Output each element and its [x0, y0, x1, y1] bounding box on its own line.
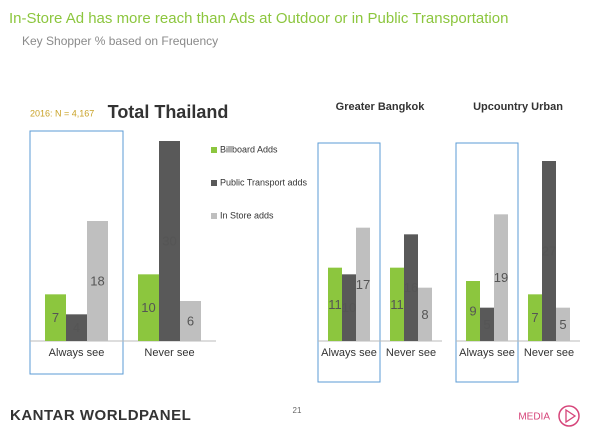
- data-label: 17: [356, 277, 370, 292]
- data-label: 19: [494, 270, 508, 285]
- bar: [356, 227, 370, 341]
- section-label: MEDIA: [518, 412, 550, 423]
- bar: [87, 221, 108, 341]
- highlight-box: [29, 130, 124, 375]
- data-label: 6: [187, 313, 194, 328]
- legend-swatch: [211, 147, 217, 153]
- legend-label: Public Transport adds: [220, 177, 308, 187]
- bar: [180, 301, 201, 341]
- data-label: 4: [73, 320, 80, 335]
- page-number: 21: [293, 406, 302, 415]
- bar: [418, 287, 432, 341]
- bar: [66, 314, 87, 341]
- data-label: 7: [52, 310, 59, 325]
- bar: [328, 267, 342, 341]
- bar: [494, 214, 508, 341]
- media-icon-play: [565, 408, 577, 424]
- x-tick-label: Never see: [524, 347, 574, 359]
- brand: KANTAR WORLDPANEL: [10, 407, 191, 424]
- bar: [138, 274, 159, 341]
- legend-swatch: [211, 213, 217, 219]
- data-label: 27: [542, 243, 556, 258]
- bar: [528, 294, 542, 341]
- data-label: 18: [90, 273, 104, 288]
- slide-title: In-Store Ad has more reach than Ads at O…: [9, 10, 508, 27]
- x-tick-label: Never see: [144, 347, 194, 359]
- sample-note: 2016: N = 4,167: [30, 108, 94, 118]
- bar: [556, 307, 570, 341]
- data-label: 9: [469, 303, 476, 318]
- data-label: 11: [390, 297, 404, 312]
- legend-swatch: [211, 180, 217, 186]
- x-tick-label: Always see: [321, 347, 377, 359]
- data-label: 8: [421, 307, 428, 322]
- chart-title: Total Thailand: [108, 102, 229, 122]
- bar: [404, 234, 418, 341]
- media-icon: [558, 405, 580, 427]
- data-label: 7: [531, 310, 538, 325]
- data-label: 30: [162, 233, 176, 248]
- bar: [390, 267, 404, 341]
- bar: [159, 141, 180, 341]
- bar: [342, 274, 356, 341]
- data-label: 5: [559, 317, 566, 332]
- bar: [45, 294, 66, 341]
- bar: [466, 281, 480, 341]
- chart-title: Greater Bangkok: [336, 101, 426, 113]
- chart-title: Upcountry Urban: [473, 101, 563, 113]
- x-tick-label: Never see: [386, 347, 436, 359]
- data-label: 10: [342, 300, 356, 315]
- x-tick-label: Always see: [49, 347, 105, 359]
- data-label: 5: [483, 317, 490, 332]
- data-label: 10: [141, 300, 155, 315]
- legend-label: Billboard Adds: [220, 144, 278, 154]
- slide-subtitle: Key Shopper % based on Frequency: [22, 34, 218, 48]
- data-label: 16: [404, 280, 418, 295]
- legend-label: In Store adds: [220, 210, 274, 220]
- data-label: 11: [328, 297, 342, 312]
- highlight-box: [455, 142, 519, 383]
- bar: [542, 161, 556, 341]
- x-tick-label: Always see: [459, 347, 515, 359]
- bar: [480, 307, 494, 341]
- highlight-box: [317, 142, 381, 383]
